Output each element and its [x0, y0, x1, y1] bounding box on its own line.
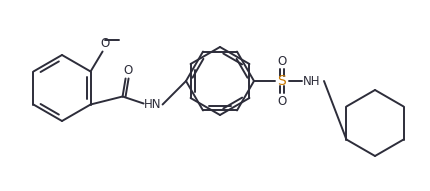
Text: HN: HN — [144, 98, 161, 111]
Text: O: O — [100, 37, 109, 50]
Text: NH: NH — [303, 74, 321, 87]
Text: O: O — [123, 64, 132, 77]
Text: O: O — [277, 95, 287, 108]
Text: S: S — [278, 74, 286, 88]
Text: O: O — [277, 54, 287, 67]
